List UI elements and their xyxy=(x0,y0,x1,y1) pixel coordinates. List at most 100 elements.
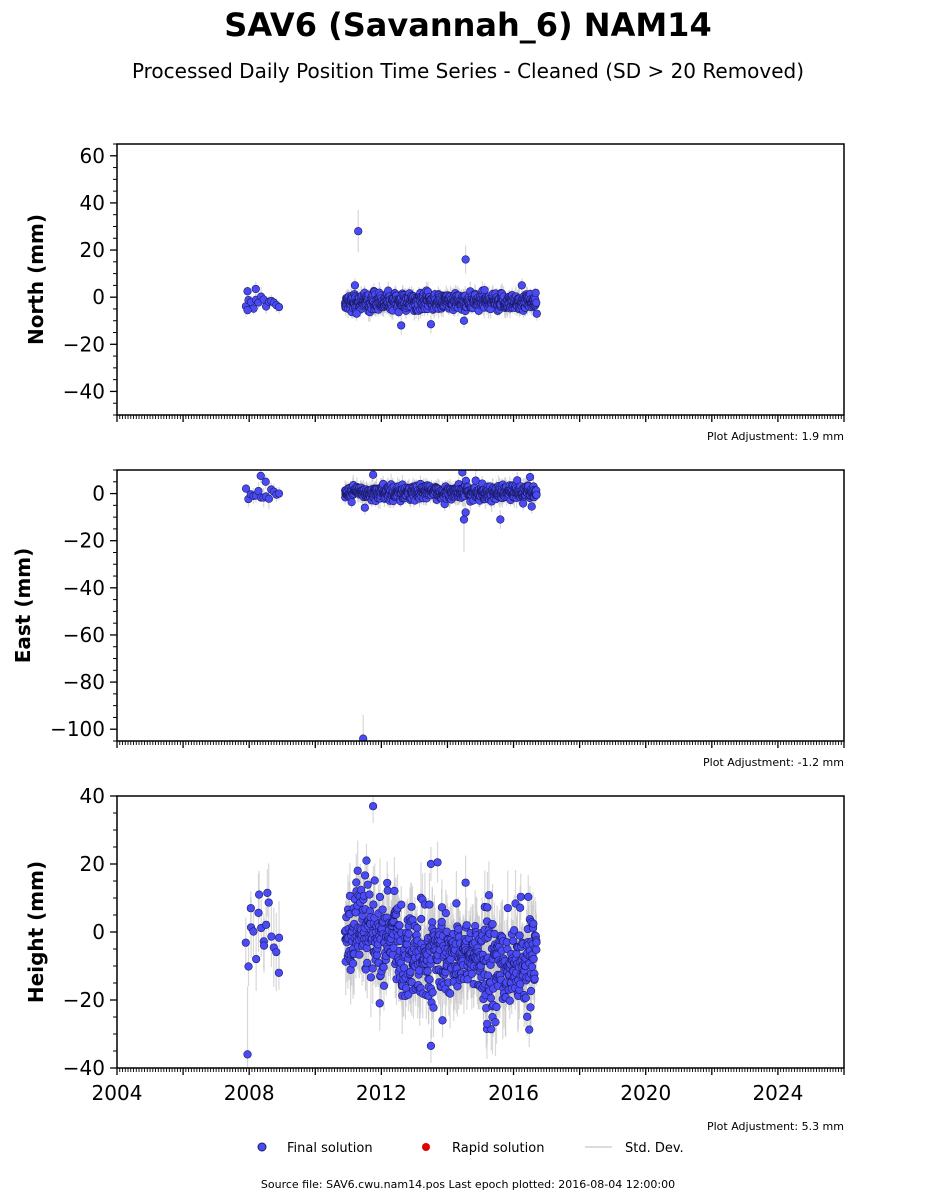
plot-adjustment-label: Plot Adjustment: -1.2 mm xyxy=(703,756,844,769)
final-solution-point xyxy=(372,951,382,960)
y-tick-label: −60 xyxy=(63,623,105,647)
axes-frame-north xyxy=(116,143,845,416)
final-solution-point xyxy=(459,316,469,325)
final-solution-point xyxy=(426,320,436,329)
final-solution-point xyxy=(256,471,265,480)
final-solution-point xyxy=(454,925,463,934)
final-solution-point xyxy=(467,969,476,978)
y-tick-label: −40 xyxy=(63,379,105,403)
final-solution-point xyxy=(375,999,384,1008)
final-solution-point xyxy=(529,954,538,964)
final-solution-point xyxy=(360,503,369,512)
final-solution-point xyxy=(428,988,437,997)
final-solution-point xyxy=(347,498,356,507)
final-solution-point xyxy=(516,980,525,989)
final-solution-point xyxy=(503,903,512,913)
final-solution-point xyxy=(496,515,505,524)
final-solution-point xyxy=(359,734,368,741)
final-solution-point xyxy=(365,890,374,899)
final-solution-point xyxy=(521,993,531,1002)
final-solution-point xyxy=(516,892,525,901)
final-solution-point xyxy=(529,919,538,928)
final-solution-point xyxy=(397,900,406,909)
chart-title: SAV6 (Savannah_6) NAM14 xyxy=(224,6,711,44)
final-solution-point xyxy=(244,962,253,971)
final-solution-point xyxy=(353,866,362,875)
final-solution-point xyxy=(352,878,361,887)
y-tick-label: 0 xyxy=(92,920,105,944)
final-solution-point xyxy=(483,903,492,912)
final-solution-point xyxy=(461,255,470,264)
final-solution-point xyxy=(369,802,378,811)
final-solution-point xyxy=(350,281,360,290)
final-solution-point xyxy=(368,964,377,973)
final-solution-point xyxy=(274,968,284,977)
final-solution-point xyxy=(249,927,258,936)
final-solution-point xyxy=(531,288,540,297)
final-solution-point xyxy=(274,933,284,942)
final-solution-point xyxy=(441,909,450,918)
final-solution-point xyxy=(487,1025,496,1034)
final-solution-point xyxy=(437,917,446,926)
final-solution-point xyxy=(243,1050,252,1059)
final-solution-point xyxy=(452,899,461,908)
y-tick-label: 20 xyxy=(80,852,105,876)
final-solution-point xyxy=(509,936,518,946)
final-solution-point xyxy=(274,489,284,498)
final-solution-point xyxy=(417,914,426,924)
final-solution-point xyxy=(378,905,387,914)
final-solution-point xyxy=(446,955,455,964)
final-solution-point xyxy=(251,284,260,294)
final-solution-point xyxy=(484,891,494,900)
final-solution-point xyxy=(272,947,281,957)
y-tick-label: −20 xyxy=(63,988,105,1012)
final-solution-point xyxy=(526,986,536,996)
y-tick-label: −40 xyxy=(63,1056,105,1080)
final-solution-point xyxy=(463,975,472,984)
final-solution-point xyxy=(437,903,447,912)
final-solution-point xyxy=(510,926,519,935)
final-solution-point xyxy=(527,962,537,971)
y-tick-label: 40 xyxy=(80,784,105,808)
final-solution-point xyxy=(415,966,424,975)
y-tick-label: −80 xyxy=(63,670,105,694)
final-solution-point xyxy=(461,508,470,517)
final-solution-point xyxy=(516,903,525,912)
panel-north: −40 −20 0 20 40 60 North (mm) Plot Adjustment: … xyxy=(24,143,845,443)
final-solution-point xyxy=(259,941,269,950)
final-solution-point xyxy=(360,871,370,880)
final-solution-point xyxy=(355,950,364,959)
final-solution-point xyxy=(530,974,539,983)
final-solution-point xyxy=(462,921,471,930)
final-solution-point xyxy=(379,981,389,990)
final-solution-point xyxy=(527,502,536,511)
final-solution-point xyxy=(395,921,404,930)
final-solution-point xyxy=(264,898,273,907)
y-tick-label: −40 xyxy=(63,576,105,600)
y-tick-label: −20 xyxy=(63,332,105,356)
final-solution-point xyxy=(261,477,270,486)
final-solution-point xyxy=(369,900,378,909)
y-tick-label: −100 xyxy=(50,717,105,741)
final-solution-point xyxy=(532,938,541,947)
final-solution-point xyxy=(254,890,264,899)
final-solution-point xyxy=(348,959,358,968)
final-solution-point xyxy=(413,923,422,933)
final-solution-point xyxy=(519,499,528,508)
final-solution-point xyxy=(363,880,372,889)
final-solution-point xyxy=(246,904,255,913)
final-solution-point xyxy=(369,470,378,479)
final-solution-point xyxy=(351,908,360,917)
final-solution-point xyxy=(263,888,272,898)
plot-area-height xyxy=(241,796,541,1068)
final-solution-point xyxy=(461,878,470,887)
final-solution-point xyxy=(390,886,399,896)
y-tick-label: 60 xyxy=(80,144,105,168)
final-solution-point xyxy=(532,309,541,318)
final-solution-point xyxy=(458,470,467,477)
final-solution-point xyxy=(241,484,251,493)
plot-area-east xyxy=(241,470,541,741)
final-solution-point xyxy=(515,931,524,940)
